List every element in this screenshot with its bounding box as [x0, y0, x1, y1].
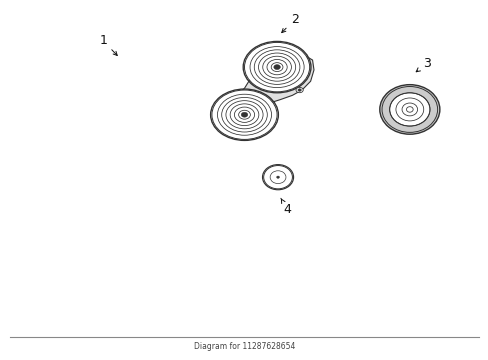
Ellipse shape: [379, 85, 439, 134]
Ellipse shape: [262, 165, 293, 190]
Text: 2: 2: [281, 13, 298, 33]
Ellipse shape: [295, 87, 303, 93]
Ellipse shape: [380, 85, 438, 134]
Ellipse shape: [273, 65, 280, 69]
Ellipse shape: [388, 92, 430, 127]
Ellipse shape: [297, 89, 301, 91]
Text: Diagram for 11287628654: Diagram for 11287628654: [193, 342, 295, 351]
Ellipse shape: [241, 112, 247, 117]
Ellipse shape: [244, 42, 309, 92]
Polygon shape: [238, 51, 313, 107]
Text: 4: 4: [280, 198, 291, 216]
Text: 3: 3: [415, 57, 429, 72]
Text: 1: 1: [99, 34, 117, 55]
Ellipse shape: [211, 90, 277, 139]
Ellipse shape: [276, 176, 279, 178]
